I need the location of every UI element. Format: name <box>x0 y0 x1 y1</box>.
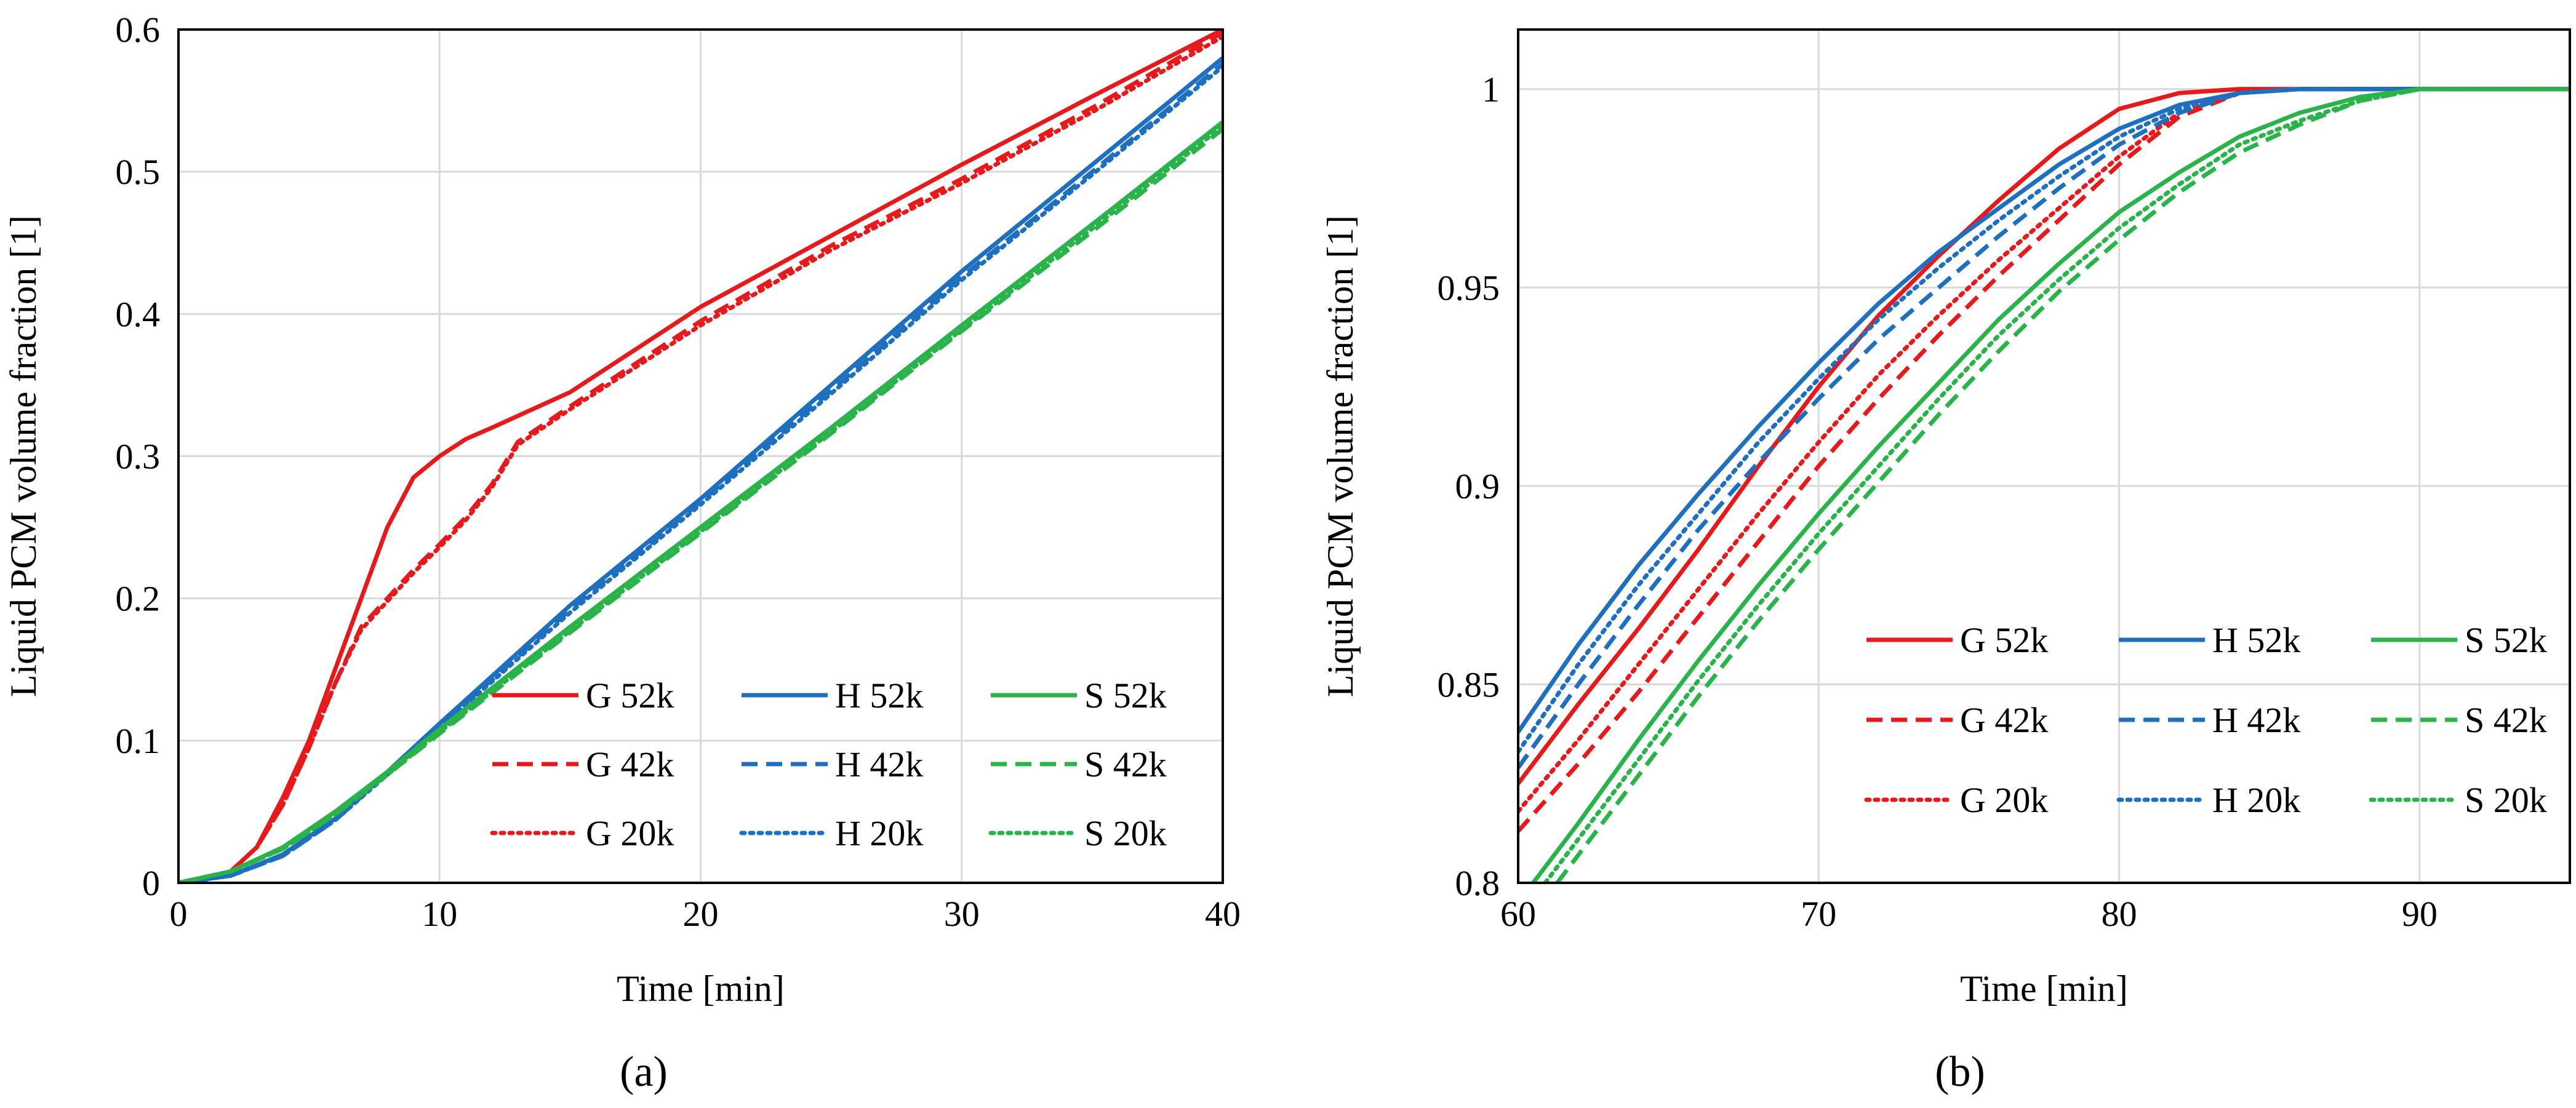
y-tick-label: 0.6 <box>116 10 161 50</box>
gridlines <box>1517 30 2570 884</box>
legend: G 52k G 42k G 20k H 52k H 42k H 20k S 52k S 42k… <box>1864 620 2547 820</box>
series-line-h-20k <box>1518 87 2570 754</box>
y-tick-label: 0 <box>142 863 160 903</box>
legend-item: S 20k <box>2369 780 2547 820</box>
x-tick-label: 60 <box>1500 894 1536 934</box>
y-tick-label: 0.2 <box>116 579 161 619</box>
y-tick-label: 1 <box>1482 70 1500 110</box>
caption-a: (a) <box>620 1048 668 1096</box>
series-line-s-20k <box>1543 87 2570 883</box>
x-tick-label: 10 <box>422 894 457 934</box>
y-tick-label: 0.3 <box>116 437 161 477</box>
legend-label: H 42k <box>835 744 923 784</box>
y-tick-label: 0.1 <box>116 721 161 761</box>
series-line-g-20k <box>178 34 1223 883</box>
y-tick-label: 0.95 <box>1438 268 1500 308</box>
legend-label: G 42k <box>586 744 674 784</box>
legend-item: H 42k <box>742 744 923 784</box>
y-tick-label: 0.5 <box>116 152 161 192</box>
legend-label: S 52k <box>1084 676 1167 715</box>
panel-b: 60 70 80 90 0.8 0.85 0.9 0.95 1 Time [min] Liquid … <box>1320 28 2571 1009</box>
x-tick-label: 70 <box>1801 894 1836 934</box>
series-lines <box>1518 87 2570 883</box>
legend-item: H 52k <box>2119 620 2300 660</box>
y-tick-label: 0.85 <box>1438 664 1500 704</box>
x-tick-label: 30 <box>944 894 980 934</box>
legend-item: G 42k <box>492 744 674 784</box>
legend-label: H 20k <box>2212 780 2300 820</box>
series-lines <box>178 30 1223 883</box>
legend-label: G 52k <box>586 676 674 715</box>
x-tick-label: 40 <box>1205 894 1241 934</box>
legend-label: S 42k <box>1084 744 1167 784</box>
gridlines <box>177 28 1224 884</box>
y-axis-label: Liquid PCM volume fraction [1] <box>3 215 44 697</box>
legend-item: S 42k <box>991 744 1167 784</box>
x-tick-label: 80 <box>2102 894 2137 934</box>
x-axis-label: Time [min] <box>1960 968 2128 1009</box>
legend-label: H 52k <box>2212 620 2300 660</box>
plot-frame <box>177 28 1224 884</box>
legend-label: H 20k <box>835 813 923 853</box>
legend-item: S 20k <box>988 813 1167 853</box>
legend: G 52k G 42k G 20k H 52k H 42k H 20k S 52k S 42k… <box>490 676 1167 853</box>
series-line-g-42k <box>178 30 1223 883</box>
legend-item: G 42k <box>1866 700 2048 740</box>
legend-label: S 42k <box>2465 700 2547 740</box>
legend-item: G 20k <box>490 813 674 853</box>
series-line-h-20k <box>178 64 1223 883</box>
legend-label: H 52k <box>835 676 923 715</box>
y-tick-label: 0.4 <box>116 294 161 334</box>
legend-label: G 52k <box>1960 620 2048 660</box>
legend-item: H 52k <box>742 676 923 715</box>
legend-label: S 20k <box>2465 780 2547 820</box>
legend-item: S 42k <box>2371 700 2547 740</box>
panel-a: 0 10 20 30 40 0 0.1 0.2 0.3 0.4 0.5 0.6 Time [min] Li… <box>3 10 1241 1009</box>
x-axis-label: Time [min] <box>617 968 785 1009</box>
series-line-s-42k <box>1555 87 2570 883</box>
series-line-g-52k <box>1518 87 2570 785</box>
legend-label: G 20k <box>586 813 674 853</box>
legend-label: S 20k <box>1084 813 1167 853</box>
legend-item: H 20k <box>739 813 923 853</box>
series-line-s-52k <box>1531 87 2570 883</box>
y-axis-label: Liquid PCM volume fraction [1] <box>1320 215 1361 697</box>
legend-item: H 42k <box>2119 700 2300 740</box>
legend-label: S 52k <box>2465 620 2547 660</box>
legend-item: G 20k <box>1864 780 2048 820</box>
y-tick-label: 0.8 <box>1455 863 1500 903</box>
series-line-s-20k <box>178 124 1223 883</box>
x-tick-label: 20 <box>683 894 719 934</box>
legend-label: G 42k <box>1960 700 2048 740</box>
y-tick-label: 0.9 <box>1455 466 1500 506</box>
legend-item: S 52k <box>2371 620 2547 660</box>
legend-label: G 20k <box>1960 780 2048 820</box>
caption-b: (b) <box>1935 1048 1985 1096</box>
legend-item: G 52k <box>1866 620 2048 660</box>
x-tick-label: 0 <box>170 894 188 934</box>
legend-item: S 52k <box>991 676 1167 715</box>
legend-label: H 42k <box>2212 700 2300 740</box>
x-tick-label: 90 <box>2402 894 2438 934</box>
legend-item: G 52k <box>492 676 674 715</box>
legend-item: H 20k <box>2116 780 2300 820</box>
series-line-h-42k <box>1518 87 2570 769</box>
plot-frame <box>1517 28 2571 884</box>
